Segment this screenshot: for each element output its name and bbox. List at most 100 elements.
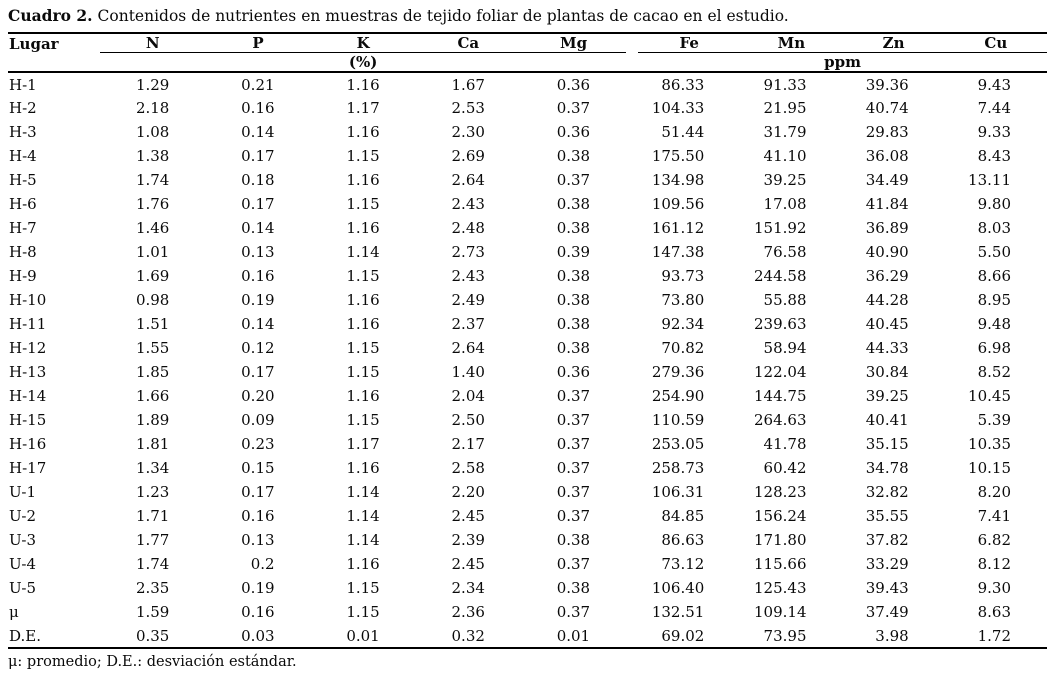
cell: 91.33 — [763, 75, 807, 94]
cell: 2.35 — [135, 579, 170, 597]
table-row: H-12 1.55 0.12 1.15 2.64 0.38 70.82 58.94 44.33 6… — [8, 336, 1047, 360]
table-row: H-4 1.38 0.17 1.15 2.69 0.38 175.50 41.10 36.08 8… — [8, 144, 1047, 168]
cell: 0.14 — [241, 219, 275, 237]
cell: 69.02 — [661, 626, 705, 645]
cell: 1.16 — [346, 459, 380, 477]
cell: 2.45 — [451, 507, 485, 525]
table-caption-text: Contenidos de nutrientes en muestras de … — [97, 7, 789, 25]
cell: 10.45 — [968, 387, 1011, 405]
cell: 73.80 — [661, 291, 705, 309]
cell: 3.98 — [875, 626, 909, 645]
cell: 5.50 — [977, 243, 1011, 261]
row-label: H-1 — [9, 75, 37, 94]
cell: 1.14 — [346, 483, 380, 501]
cell: 1.15 — [346, 195, 380, 213]
cell: 132.51 — [651, 603, 705, 621]
cell: 244.58 — [754, 267, 807, 285]
column-header-zn: Zn — [842, 33, 945, 53]
cell: 1.23 — [135, 483, 170, 501]
cell: 0.37 — [556, 507, 591, 525]
cell: 151.92 — [754, 219, 807, 237]
cell-spacer — [626, 264, 638, 288]
table-row: H-13 1.85 0.17 1.15 1.40 0.36 279.36 122.04 30.8… — [8, 360, 1047, 384]
cell: 1.77 — [135, 531, 170, 549]
cell: 8.12 — [977, 555, 1011, 573]
cell: 2.04 — [451, 387, 485, 405]
cell: 41.84 — [865, 195, 909, 213]
cell-spacer — [626, 192, 638, 216]
column-header-ca: Ca — [415, 33, 521, 53]
cell-spacer — [626, 240, 638, 264]
cell-spacer — [626, 144, 638, 168]
cell: 1.16 — [346, 75, 380, 94]
column-header-mn: Mn — [740, 33, 843, 53]
cell-spacer — [626, 96, 638, 120]
cell: 2.64 — [451, 171, 485, 189]
cell: 0.13 — [241, 531, 275, 549]
cell: 21.95 — [763, 99, 807, 117]
table-row: U-1 1.23 0.17 1.14 2.20 0.37 106.31 128.23 32.82… — [8, 480, 1047, 504]
cell: 35.55 — [865, 507, 909, 525]
cell: 1.01 — [135, 243, 170, 261]
cell: 93.73 — [661, 267, 705, 285]
cell: 106.40 — [651, 579, 705, 597]
cell: 73.12 — [661, 555, 705, 573]
cell: 2.34 — [451, 579, 485, 597]
cell: 104.33 — [651, 99, 705, 117]
cell: 39.25 — [865, 387, 909, 405]
table-row: H-14 1.66 0.20 1.16 2.04 0.37 254.90 144.75 39.2… — [8, 384, 1047, 408]
cell: 35.15 — [865, 435, 909, 453]
table-row: U-3 1.77 0.13 1.14 2.39 0.38 86.63 171.80 37.82 6… — [8, 528, 1047, 552]
table-row: U-5 2.35 0.19 1.15 2.34 0.38 106.40 125.43 39.43… — [8, 576, 1047, 600]
cell: 1.81 — [135, 435, 170, 453]
cell: 41.78 — [763, 435, 807, 453]
cell: 8.43 — [977, 147, 1011, 165]
row-label: U-1 — [9, 483, 36, 501]
cell-spacer — [626, 168, 638, 192]
cell: 2.36 — [451, 603, 485, 621]
cell: 0.23 — [241, 435, 275, 453]
cell: 40.74 — [865, 99, 909, 117]
cell: 36.29 — [865, 267, 909, 285]
nutrients-table: Lugar N P K Ca Mg Fe Mn Zn Cu (%) ppm H-… — [8, 32, 1047, 649]
cell: 0.01 — [556, 626, 591, 645]
cell: 6.98 — [977, 339, 1011, 357]
cell: 51.44 — [661, 123, 705, 141]
cell: 0.15 — [241, 459, 275, 477]
row-label: H-17 — [9, 459, 47, 477]
cell: 1.74 — [135, 171, 170, 189]
cell: 0.39 — [556, 243, 591, 261]
cell: 2.73 — [451, 243, 485, 261]
cell: 1.15 — [346, 579, 380, 597]
unit-header-ppm: ppm — [638, 52, 1047, 73]
cell: 0.38 — [556, 267, 591, 285]
cell: 1.15 — [346, 147, 380, 165]
row-label: H-5 — [9, 171, 37, 189]
cell: 1.72 — [977, 626, 1011, 645]
cell: 40.41 — [865, 411, 909, 429]
column-header-cu: Cu — [944, 33, 1047, 53]
cell: 0.12 — [241, 339, 275, 357]
cell: 40.45 — [865, 315, 909, 333]
cell: 55.88 — [763, 291, 807, 309]
cell: 0.38 — [556, 315, 591, 333]
cell: 10.15 — [968, 459, 1011, 477]
row-label: H-7 — [9, 219, 37, 237]
cell: 1.89 — [135, 411, 170, 429]
row-label: D.E. — [9, 626, 41, 645]
cell: 0.20 — [241, 387, 275, 405]
table-row: D.E. 0.35 0.03 0.01 0.32 0.01 69.02 73.95 3.98 1.… — [8, 624, 1047, 648]
row-label: U-3 — [9, 531, 36, 549]
cell: 0.2 — [250, 555, 275, 573]
cell: 171.80 — [754, 531, 807, 549]
cell: 1.15 — [346, 411, 380, 429]
cell: 29.83 — [865, 123, 909, 141]
cell: 1.76 — [135, 195, 170, 213]
cell: 0.37 — [556, 435, 591, 453]
row-label: H-16 — [9, 435, 47, 453]
cell: 34.49 — [865, 171, 909, 189]
cell-spacer — [626, 216, 638, 240]
cell-spacer — [626, 408, 638, 432]
cell: 9.33 — [977, 123, 1011, 141]
